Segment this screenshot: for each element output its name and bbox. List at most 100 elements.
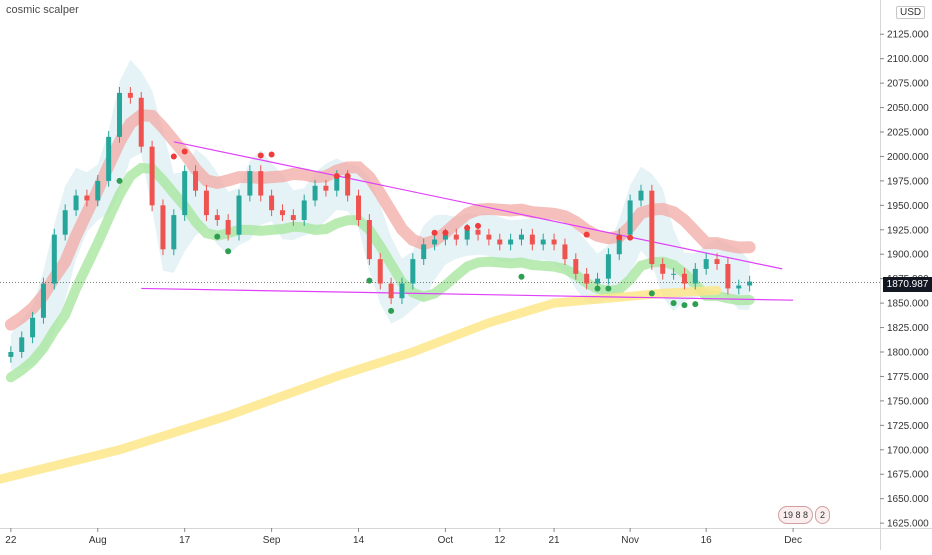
- event-badge[interactable]: 19 8 8: [778, 506, 814, 524]
- buy-signal-dot: [388, 307, 395, 314]
- x-tick-label: Dec: [784, 535, 802, 546]
- candle-body: [508, 239, 514, 245]
- candle-body: [551, 239, 557, 245]
- sell-signal-dot: [344, 173, 351, 179]
- y-tick-label: 1850.000: [887, 299, 929, 310]
- indicator-name[interactable]: cosmic scalper: [6, 4, 79, 16]
- x-tick-label: Aug: [89, 535, 107, 546]
- trendlines-layer: [0, 141, 880, 301]
- candle-body: [388, 283, 394, 299]
- candle-body: [464, 229, 470, 240]
- last-price-tag: 1870.987: [883, 277, 932, 292]
- candle-body: [301, 200, 307, 220]
- candle-body: [692, 268, 698, 284]
- candle-body: [203, 190, 209, 216]
- sell-signal-dot: [475, 222, 482, 229]
- buy-signal-dot: [225, 248, 232, 255]
- candle-body: [258, 171, 264, 196]
- x-tick-label: 12: [494, 535, 506, 546]
- buy-signal-dot: [605, 285, 612, 292]
- candle-body: [616, 234, 622, 255]
- x-tick-label: 17: [179, 535, 191, 546]
- sell-signal-dot: [181, 148, 188, 155]
- sell-signal-dot: [170, 153, 177, 160]
- candle-body: [236, 195, 242, 235]
- candle-body: [595, 278, 601, 284]
- x-tick-label: Oct: [438, 535, 454, 546]
- event-badge[interactable]: 2: [815, 506, 831, 524]
- candle-body: [714, 259, 720, 264]
- y-tick-label: 1975.000: [887, 176, 929, 187]
- candle-body: [279, 210, 285, 216]
- sell-signal-dot: [333, 173, 340, 179]
- candle-body: [540, 239, 546, 245]
- candle-body: [377, 259, 383, 284]
- candle-body: [51, 234, 57, 284]
- y-tick-label: 1900.000: [887, 250, 929, 261]
- candle-body: [323, 185, 329, 191]
- y-tick-label: 1675.000: [887, 470, 929, 481]
- candle-body: [171, 215, 177, 250]
- y-tick-label: 1925.000: [887, 225, 929, 236]
- candle-body: [290, 215, 296, 220]
- buy-signal-dot: [518, 273, 525, 280]
- sell-signal-dot: [627, 234, 634, 241]
- buy-signal-dot: [116, 177, 123, 184]
- candle-body: [182, 171, 188, 216]
- buy-signal-dot: [681, 302, 688, 309]
- sell-signal-dot: [431, 229, 438, 236]
- lower-trendline: [141, 287, 794, 301]
- candle-body: [40, 283, 46, 318]
- candle-body: [214, 215, 220, 220]
- currency-label[interactable]: USD: [896, 6, 926, 19]
- event-badges[interactable]: 19 8 8 2: [778, 506, 832, 524]
- candle-body: [421, 244, 427, 260]
- y-tick-label: 1800.000: [887, 348, 929, 359]
- candle-body: [562, 244, 568, 260]
- candle-body: [671, 273, 677, 275]
- candle-body: [95, 180, 101, 201]
- candle-body: [627, 200, 633, 235]
- candle-body: [345, 176, 351, 196]
- buy-signal-dot: [366, 277, 373, 284]
- candle-body: [747, 281, 753, 286]
- candle-body: [410, 259, 416, 284]
- y-tick-label: 1825.000: [887, 323, 929, 334]
- resistance-band: [4, 109, 756, 331]
- candle-body: [584, 273, 590, 284]
- candle-body: [497, 239, 503, 245]
- x-tick-label: Nov: [621, 535, 639, 546]
- candles-layer: [8, 87, 753, 363]
- y-tick-label: 1625.000: [887, 519, 929, 530]
- x-tick-label: 21: [549, 535, 561, 546]
- candle-body: [703, 259, 709, 269]
- y-tick-label: 1750.000: [887, 396, 929, 407]
- moving-average-line: [0, 285, 722, 484]
- candle-body: [334, 176, 340, 191]
- x-tick-label: 22: [5, 535, 17, 546]
- candle-body: [356, 195, 362, 220]
- candle-body: [312, 185, 318, 201]
- candle-body: [19, 337, 25, 352]
- y-tick-label: 2125.000: [887, 30, 929, 41]
- candle-body: [486, 234, 492, 240]
- y-tick-label: 2100.000: [887, 54, 929, 65]
- price-axis-background: [880, 0, 932, 550]
- candle-body: [432, 239, 438, 245]
- candle-body: [127, 92, 133, 98]
- candle-body: [84, 195, 90, 201]
- y-tick-label: 1700.000: [887, 445, 929, 456]
- candle-body: [269, 195, 275, 211]
- candle-body: [193, 171, 199, 191]
- candle-body: [8, 352, 14, 357]
- candle-body: [529, 234, 535, 245]
- support-band: [5, 162, 755, 383]
- candle-body: [453, 234, 459, 240]
- candle-body: [638, 190, 644, 201]
- candle-body: [442, 234, 448, 240]
- candle-body: [225, 220, 231, 235]
- indicator-bands: [4, 59, 756, 383]
